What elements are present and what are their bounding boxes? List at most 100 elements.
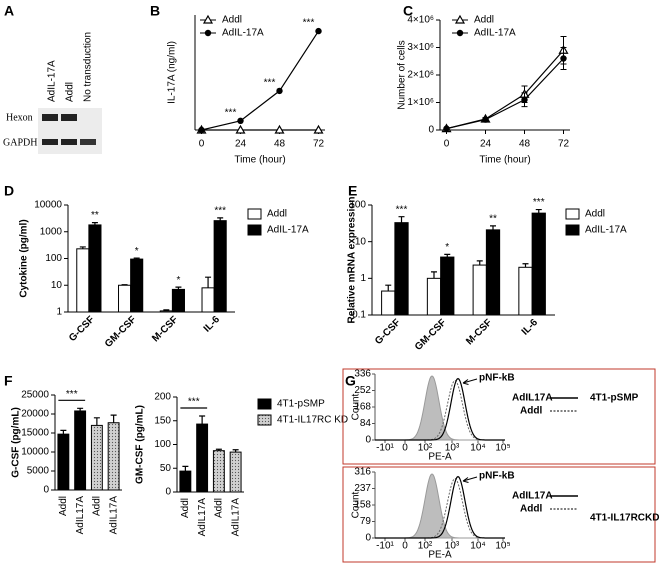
band-label: GAPDH <box>3 137 37 148</box>
panel-label: A <box>4 3 14 19</box>
marker <box>482 116 489 123</box>
x-tick-label: IL-6 <box>520 317 541 338</box>
x-tick-label: 10⁵ <box>495 541 510 552</box>
bar <box>57 433 70 491</box>
bar <box>394 222 409 316</box>
y-tick-label: 2×10⁶ <box>407 70 434 81</box>
y-tick-label: 1 <box>360 273 366 284</box>
significance: * <box>135 246 139 257</box>
y-tick-label: 25000 <box>21 390 49 401</box>
legend-label: AdIL-17A <box>222 28 264 39</box>
error-bar <box>217 217 224 221</box>
legend-label: Addl <box>474 15 494 26</box>
error-bar <box>385 284 392 292</box>
bar <box>90 424 103 491</box>
x-tick-label: GM-CSF <box>413 317 449 353</box>
error-bar <box>430 271 437 279</box>
x-tick-label: 10⁴ <box>470 443 485 454</box>
legend-label: Addl <box>520 406 542 417</box>
error-bar <box>133 257 140 260</box>
y-axis-label: G-CSF (pg/mL) <box>11 407 22 478</box>
y-tick-label: 0 <box>165 487 171 498</box>
x-tick-label: 24 <box>480 139 492 150</box>
x-tick-label: AdIL17A <box>75 496 86 535</box>
bar <box>196 423 209 493</box>
y-axis-label: Relative mRNA expression <box>347 197 358 324</box>
legend-marker <box>454 14 466 24</box>
y-tick-label: 79 <box>360 516 372 527</box>
y-tick-label: 0 <box>428 125 434 136</box>
legend-label: AdIL-17A <box>474 28 516 39</box>
y-tick-label: 50 <box>160 463 172 474</box>
x-tick-label: 48 <box>519 139 531 150</box>
row-label: 4T1-pSMP <box>590 393 639 404</box>
line <box>446 58 564 130</box>
x-tick-label: M-CSF <box>464 317 494 347</box>
legend-swatch <box>247 208 262 220</box>
error-bar <box>93 417 100 426</box>
lane-label: No transduction <box>83 32 94 102</box>
significance: *** <box>214 206 226 217</box>
x-tick-label: 10³ <box>445 541 460 552</box>
x-tick-label: AdIL17A <box>108 496 119 535</box>
error-bar <box>232 449 239 453</box>
legend-label: Addl <box>585 209 605 220</box>
x-tick-label: GM-CSF <box>103 314 139 350</box>
panel-label: G <box>345 373 356 389</box>
panel-label: D <box>4 183 14 199</box>
error-bar <box>121 284 128 286</box>
panel-label: B <box>150 3 160 19</box>
gel-band <box>80 139 96 145</box>
band-label: Hexon <box>6 112 33 123</box>
x-tick-label: 10² <box>418 541 433 552</box>
marker <box>315 27 322 35</box>
x-tick-label: AdIL17A <box>197 498 208 537</box>
x-axis-label: Time (hour) <box>479 155 530 166</box>
y-axis-label: Count <box>351 491 362 518</box>
error-bar <box>163 309 170 311</box>
legend-label: AdIL17A <box>512 393 553 404</box>
legend-swatch <box>247 224 262 236</box>
y-tick-label: 100 <box>154 439 171 450</box>
legend-marker <box>456 29 464 37</box>
x-tick-label: 0 <box>444 139 450 150</box>
arrow <box>462 378 478 385</box>
legend-marker <box>202 14 214 24</box>
y-tick-label: 100 <box>349 200 366 211</box>
x-tick-label: Addl <box>58 496 69 516</box>
x-tick-label: 24 <box>235 139 247 150</box>
x-tick-label: M-CSF <box>150 314 180 344</box>
y-tick-label: 237 <box>354 483 371 494</box>
y-tick-label: 10000 <box>34 200 62 211</box>
y-tick-label: 316 <box>354 467 371 478</box>
histogram-control <box>375 375 505 441</box>
y-tick-label: 168 <box>354 402 371 413</box>
panel-label: C <box>403 3 413 19</box>
y-tick-label: 252 <box>354 385 371 396</box>
y-tick-label: 5000 <box>27 466 50 477</box>
bar <box>179 470 192 493</box>
y-tick-label: 0 <box>365 435 371 446</box>
marker <box>276 87 283 95</box>
x-tick-label: -10¹ <box>376 541 394 552</box>
row-label: 4T1-IL17RCKD <box>590 513 659 524</box>
y-tick-label: 0 <box>43 485 49 496</box>
x-axis-label: PE-A <box>428 452 452 463</box>
bar <box>229 451 242 493</box>
x-tick-label: 72 <box>313 139 325 150</box>
x-tick-label: 10³ <box>445 443 460 454</box>
y-axis-label: Cytokine (pg/ml) <box>19 219 30 297</box>
y-tick-label: 3×10⁶ <box>407 42 434 53</box>
y-axis-label: GM-CSF (pg/mL) <box>135 405 146 484</box>
legend-label: Addl <box>222 15 242 26</box>
error-bar <box>522 263 529 268</box>
error-bar <box>215 448 222 451</box>
histogram-adil17a <box>375 377 505 441</box>
legend-marker <box>204 29 212 37</box>
x-tick-label: G-CSF <box>67 314 97 344</box>
significance: ** <box>91 210 99 221</box>
y-tick-label: 1 <box>56 307 62 318</box>
bracket-label: *** <box>188 397 200 408</box>
